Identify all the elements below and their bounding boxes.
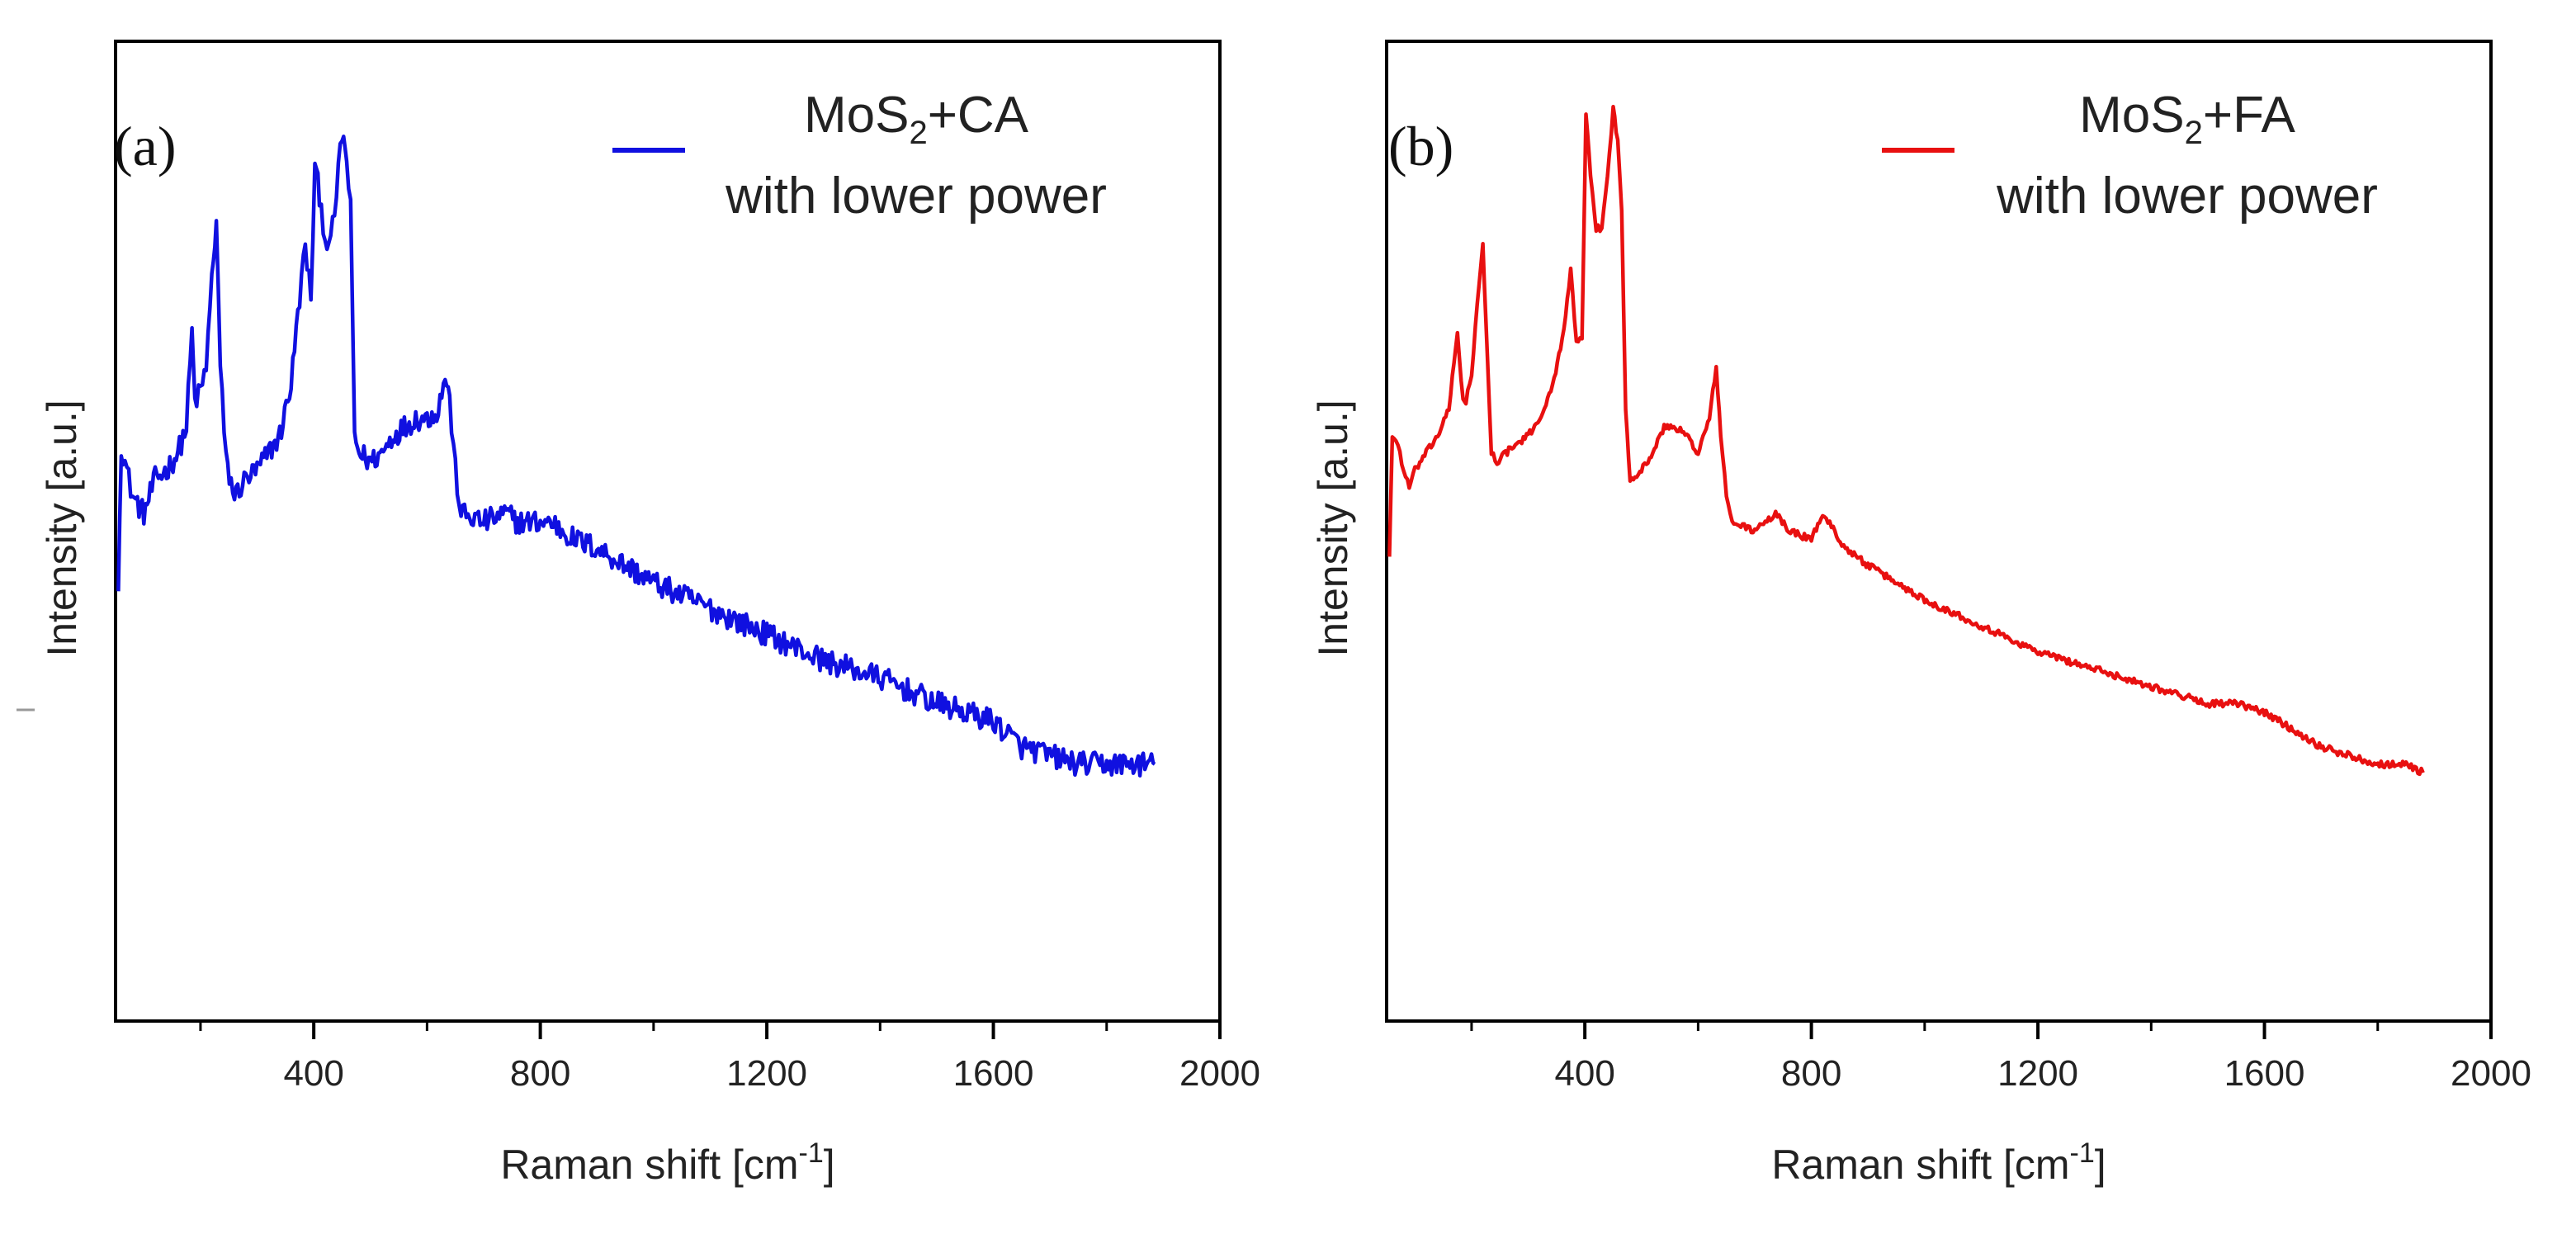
legend-line-2: with lower power: [1996, 168, 2378, 225]
spectrum-line-fa: [1387, 104, 2425, 777]
spectrum-line-ca: [116, 135, 1156, 778]
y-axis-title: Intensity [a.u.]: [39, 400, 85, 656]
panel-b: 400 800 1200 1600 2000 (b) MoS2+FA with lowe…: [1310, 40, 2531, 1188]
x-axis-ticks: [1470, 1021, 2493, 1039]
x-tick-label: 800: [1781, 1053, 1841, 1094]
x-axis-title: Raman shift [cm-1]: [500, 1137, 834, 1188]
y-axis-title: Intensity [a.u.]: [1310, 400, 1356, 656]
panel-a: 400 800 1200 1600 2000 (a) MoS2+CA with lowe…: [39, 40, 1260, 1188]
legend-line-1: MoS2+CA: [804, 87, 1029, 151]
plot-frame: [1385, 40, 2493, 1023]
x-tick-label: 400: [283, 1053, 343, 1094]
x-tick-label: 1200: [1997, 1053, 2078, 1094]
x-tick-label: 2000: [1179, 1053, 1260, 1094]
legend-line-1: MoS2+FA: [2079, 87, 2295, 151]
legend-line-2: with lower power: [725, 168, 1107, 225]
x-axis-title: Raman shift [cm-1]: [1771, 1137, 2106, 1188]
panel-label: (a): [114, 115, 176, 177]
x-tick-label: 800: [510, 1053, 570, 1094]
x-tick-label: 2000: [2451, 1053, 2531, 1094]
x-axis-tick-labels: 400 800 1200 1600 2000: [283, 1053, 1260, 1094]
x-tick-label: 1600: [953, 1053, 1034, 1094]
plot-frame: [114, 40, 1222, 1023]
x-tick-label: 1200: [726, 1053, 807, 1094]
x-tick-label: 400: [1554, 1053, 1614, 1094]
x-axis-ticks: [199, 1021, 1222, 1039]
panel-label: (b): [1388, 115, 1453, 177]
x-tick-label: 1600: [2224, 1053, 2305, 1094]
x-axis-tick-labels: 400 800 1200 1600 2000: [1554, 1053, 2531, 1094]
